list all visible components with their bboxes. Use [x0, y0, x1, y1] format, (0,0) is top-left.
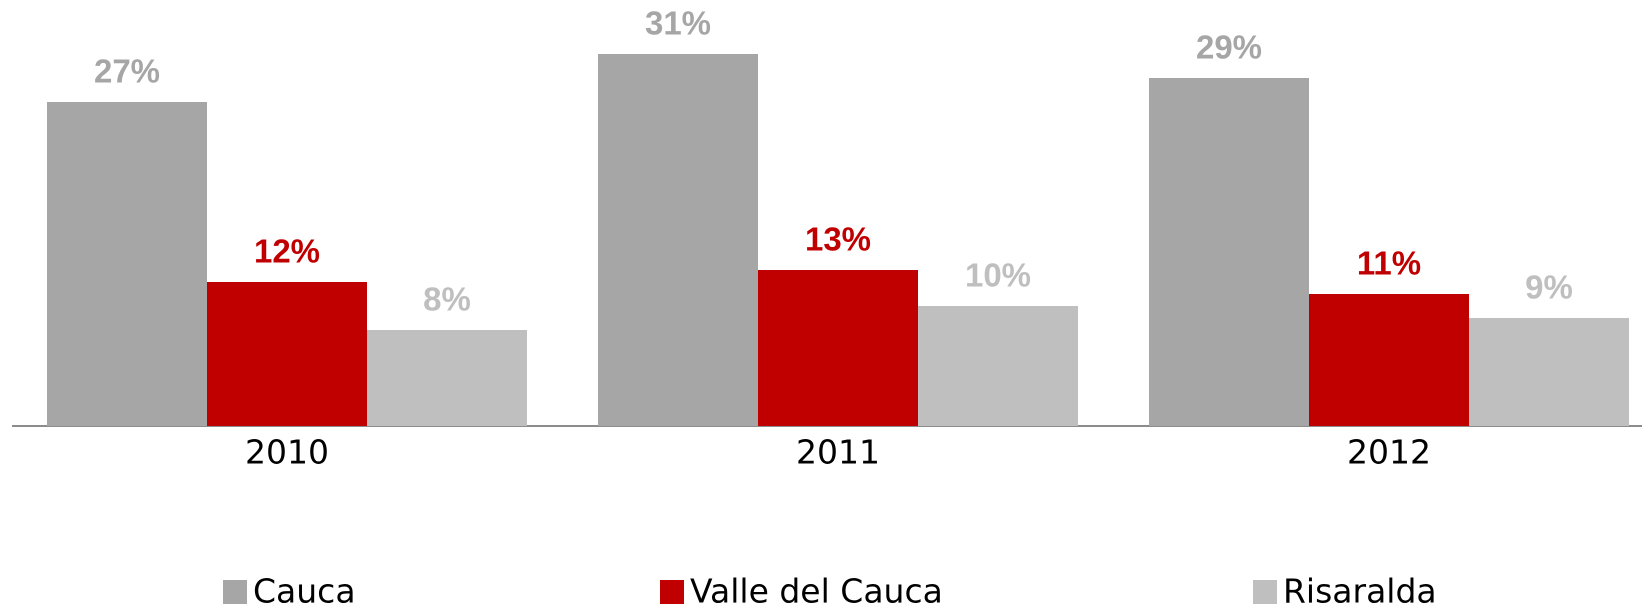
- bar: [758, 270, 918, 426]
- legend-label: Valle del Cauca: [690, 572, 943, 611]
- legend-label: Cauca: [253, 572, 356, 611]
- x-tick-label: 2010: [245, 433, 329, 472]
- legend-label: Risaralda: [1283, 572, 1437, 611]
- data-label: 12%: [254, 233, 320, 270]
- x-tick-label: 2012: [1347, 433, 1431, 472]
- bar: [598, 54, 758, 426]
- bar: [367, 330, 527, 426]
- data-label: 8%: [423, 281, 471, 318]
- legend-swatch: [223, 580, 247, 604]
- data-label: 27%: [94, 53, 160, 90]
- bar: [1469, 318, 1629, 426]
- legend-swatch: [660, 580, 684, 604]
- data-label: 13%: [805, 221, 871, 258]
- bar: [1309, 294, 1469, 426]
- legend-swatch: [1253, 580, 1277, 604]
- data-label: 10%: [965, 257, 1031, 294]
- data-label: 29%: [1196, 29, 1262, 66]
- x-tick-label: 2011: [796, 433, 880, 472]
- bar: [918, 306, 1078, 426]
- bar: [47, 102, 207, 426]
- bar: [207, 282, 367, 426]
- data-label: 9%: [1525, 269, 1573, 306]
- bar: [1149, 78, 1309, 426]
- data-label: 31%: [645, 5, 711, 42]
- data-label: 11%: [1357, 245, 1421, 282]
